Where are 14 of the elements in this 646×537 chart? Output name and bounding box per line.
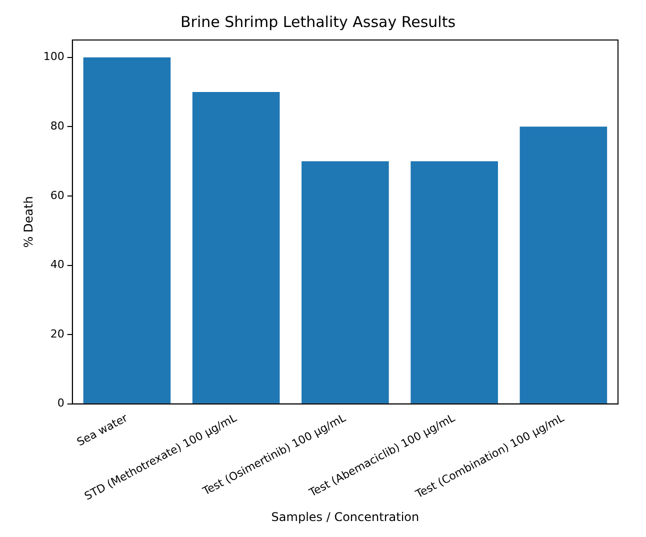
bar — [83, 57, 171, 404]
y-tick-label: 60 — [50, 188, 64, 202]
bar — [410, 161, 498, 404]
bar — [192, 92, 280, 404]
bar — [520, 126, 608, 404]
y-axis-title: % Death — [21, 196, 36, 248]
y-tick-label: 40 — [50, 258, 64, 272]
y-tick-label: 100 — [43, 50, 64, 64]
y-tick-label: 0 — [57, 396, 64, 410]
chart-title: Brine Shrimp Lethality Assay Results — [180, 12, 456, 31]
bar — [302, 161, 389, 404]
x-axis-title: Samples / Concentration — [271, 510, 420, 524]
y-tick-label: 80 — [50, 119, 64, 132]
y-tick-label: 20 — [50, 327, 64, 340]
